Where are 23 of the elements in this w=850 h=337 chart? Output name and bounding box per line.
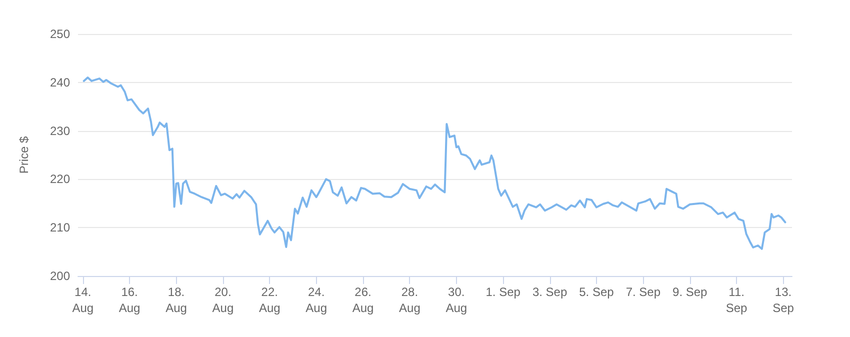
x-tick-label: 5. Sep xyxy=(579,285,614,299)
x-tick-label: 20. Aug xyxy=(212,285,234,315)
x-tick-label: 30. Aug xyxy=(446,285,468,315)
x-tick-label: 18. Aug xyxy=(166,285,187,315)
y-tick-label: 230 xyxy=(50,124,70,138)
y-tick-label: 200 xyxy=(50,269,70,283)
x-tick-label: 24. Aug xyxy=(306,285,328,315)
y-tick-label: 250 xyxy=(50,27,70,41)
x-tick-label: 16. Aug xyxy=(118,285,140,315)
x-tick-label: 14. Aug xyxy=(72,285,94,315)
y-axis-title: Price $ xyxy=(17,136,31,174)
y-tick-label: 240 xyxy=(50,75,70,90)
y-tick-label: 210 xyxy=(50,220,70,235)
x-tick-label: 22. Aug xyxy=(258,285,280,315)
x-tick-label: 7. Sep xyxy=(626,285,661,299)
x-tick-label: 9. Sep xyxy=(672,285,708,299)
x-tick-label: 11. Sep xyxy=(726,285,748,315)
x-tick-label: 3. Sep xyxy=(532,285,568,299)
x-tick-label: 13. Sep xyxy=(772,285,794,315)
x-tick-label: 28. Aug xyxy=(399,285,420,315)
y-tick-label: 220 xyxy=(50,172,70,186)
x-tick-label: 26. Aug xyxy=(352,285,374,315)
x-tick-label: 1. Sep xyxy=(486,285,521,299)
